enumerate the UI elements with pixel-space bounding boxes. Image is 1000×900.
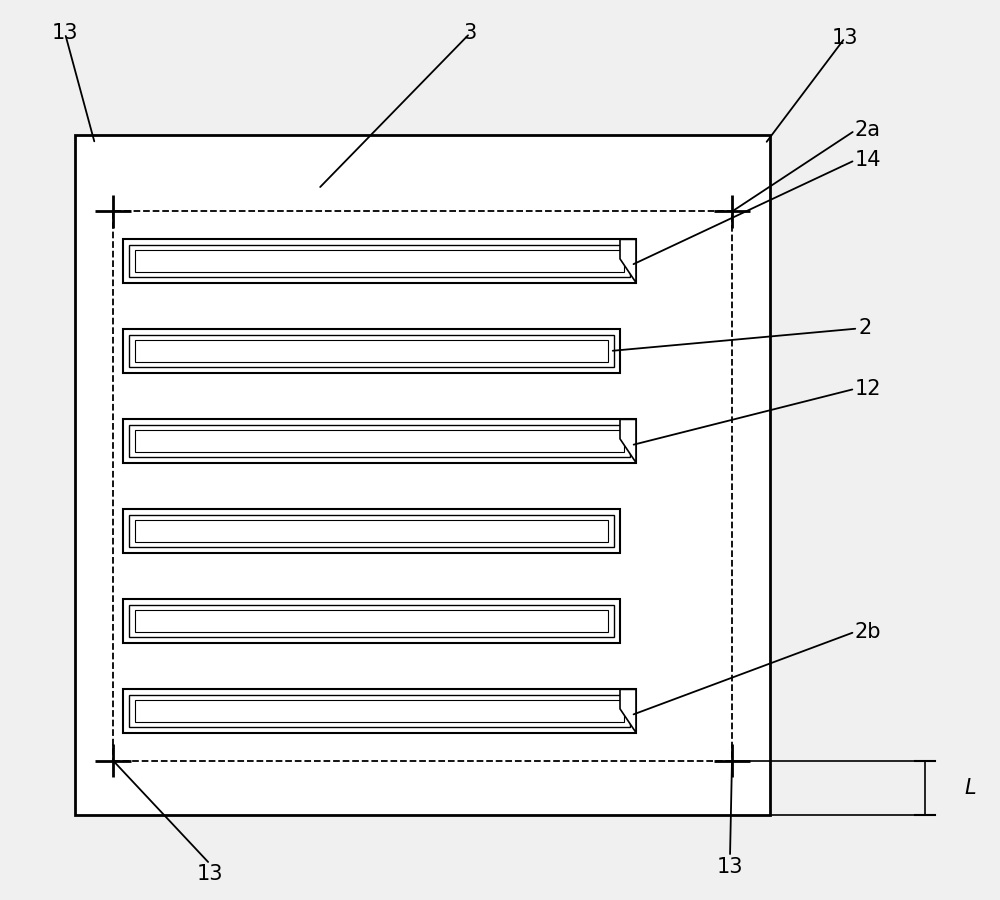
Text: 13: 13 <box>52 23 78 43</box>
Bar <box>135 700 624 722</box>
Text: 2a: 2a <box>855 121 881 140</box>
Text: 13: 13 <box>717 857 743 877</box>
Polygon shape <box>620 689 636 733</box>
Text: 13: 13 <box>832 28 858 48</box>
Bar <box>75 135 770 814</box>
Text: 12: 12 <box>855 379 882 399</box>
Polygon shape <box>620 239 636 283</box>
Bar <box>129 515 614 547</box>
Bar <box>135 250 624 272</box>
Bar <box>135 340 608 362</box>
Bar <box>123 419 636 463</box>
Bar <box>123 689 636 733</box>
Text: 14: 14 <box>855 150 882 170</box>
Bar <box>123 599 620 643</box>
Text: 13: 13 <box>197 864 223 884</box>
Text: 3: 3 <box>463 23 477 43</box>
Bar <box>129 245 630 277</box>
Text: 2b: 2b <box>855 622 882 642</box>
Text: L: L <box>964 778 976 797</box>
Polygon shape <box>620 419 636 463</box>
Bar <box>129 335 614 367</box>
Bar <box>123 329 620 373</box>
Bar <box>123 509 620 553</box>
Bar <box>123 239 636 283</box>
Bar <box>135 430 624 452</box>
Bar <box>129 425 630 457</box>
Bar <box>113 212 732 760</box>
Bar <box>129 695 630 727</box>
Bar <box>129 605 614 637</box>
Bar <box>135 520 608 542</box>
Bar <box>135 610 608 632</box>
Text: 2: 2 <box>858 319 871 338</box>
